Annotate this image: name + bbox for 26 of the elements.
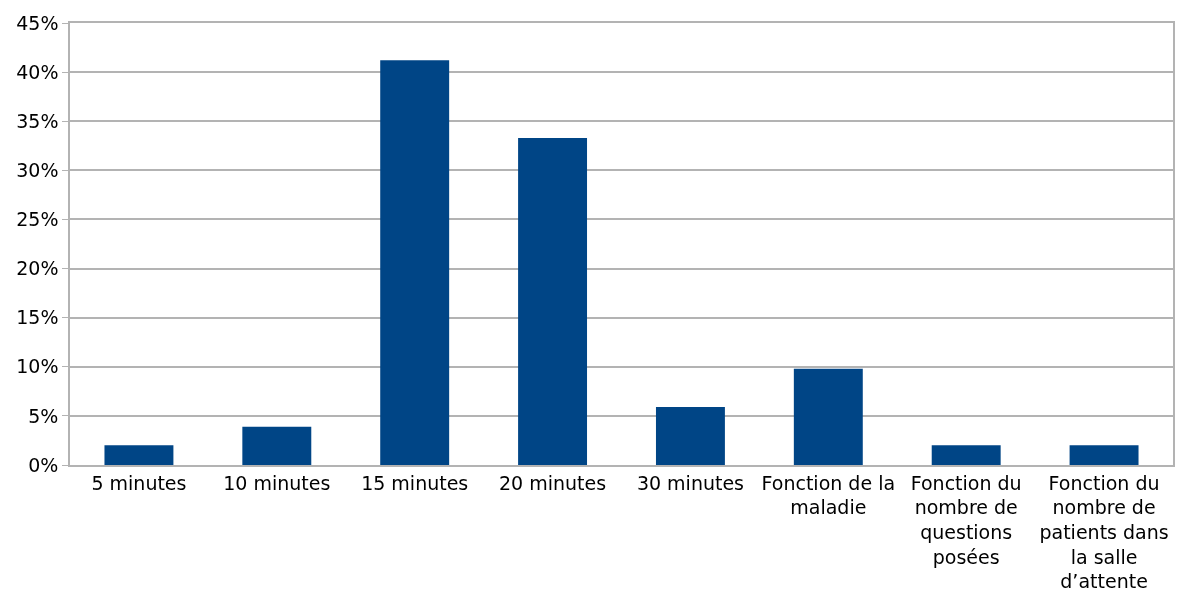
x-tick-label: 5 minutes [91, 471, 187, 494]
y-tick-label: 45% [16, 11, 59, 34]
y-tick-label: 30% [16, 158, 59, 181]
y-tick-label: 40% [16, 60, 59, 83]
bar [1069, 445, 1139, 465]
x-tick-label: Fonction de la maladie [761, 471, 896, 519]
y-tick-label: 5% [28, 404, 59, 427]
x-tick-label: 20 minutes [498, 471, 607, 494]
bar [518, 137, 588, 465]
x-tick-label: Fonction du nombre de questions posées [910, 471, 1022, 568]
bar [931, 445, 1001, 465]
bar [793, 368, 863, 465]
bar [655, 407, 725, 465]
y-tick-label: 20% [16, 257, 59, 280]
bar [380, 60, 450, 465]
x-tick-label: 10 minutes [223, 471, 331, 494]
x-tick-label: Fonction du nombre de patients dans la salle d’attente [1039, 471, 1169, 593]
y-tick-label: 25% [16, 208, 59, 231]
x-tick-label: 15 minutes [361, 471, 469, 494]
y-tick-label: 10% [16, 355, 59, 378]
x-tick-label: 30 minutes [636, 471, 745, 494]
y-tick-label: 35% [16, 109, 59, 132]
bar [242, 426, 312, 465]
y-tick-label: 15% [16, 306, 59, 329]
y-tick-label: 0% [28, 453, 59, 476]
bar [104, 445, 174, 465]
